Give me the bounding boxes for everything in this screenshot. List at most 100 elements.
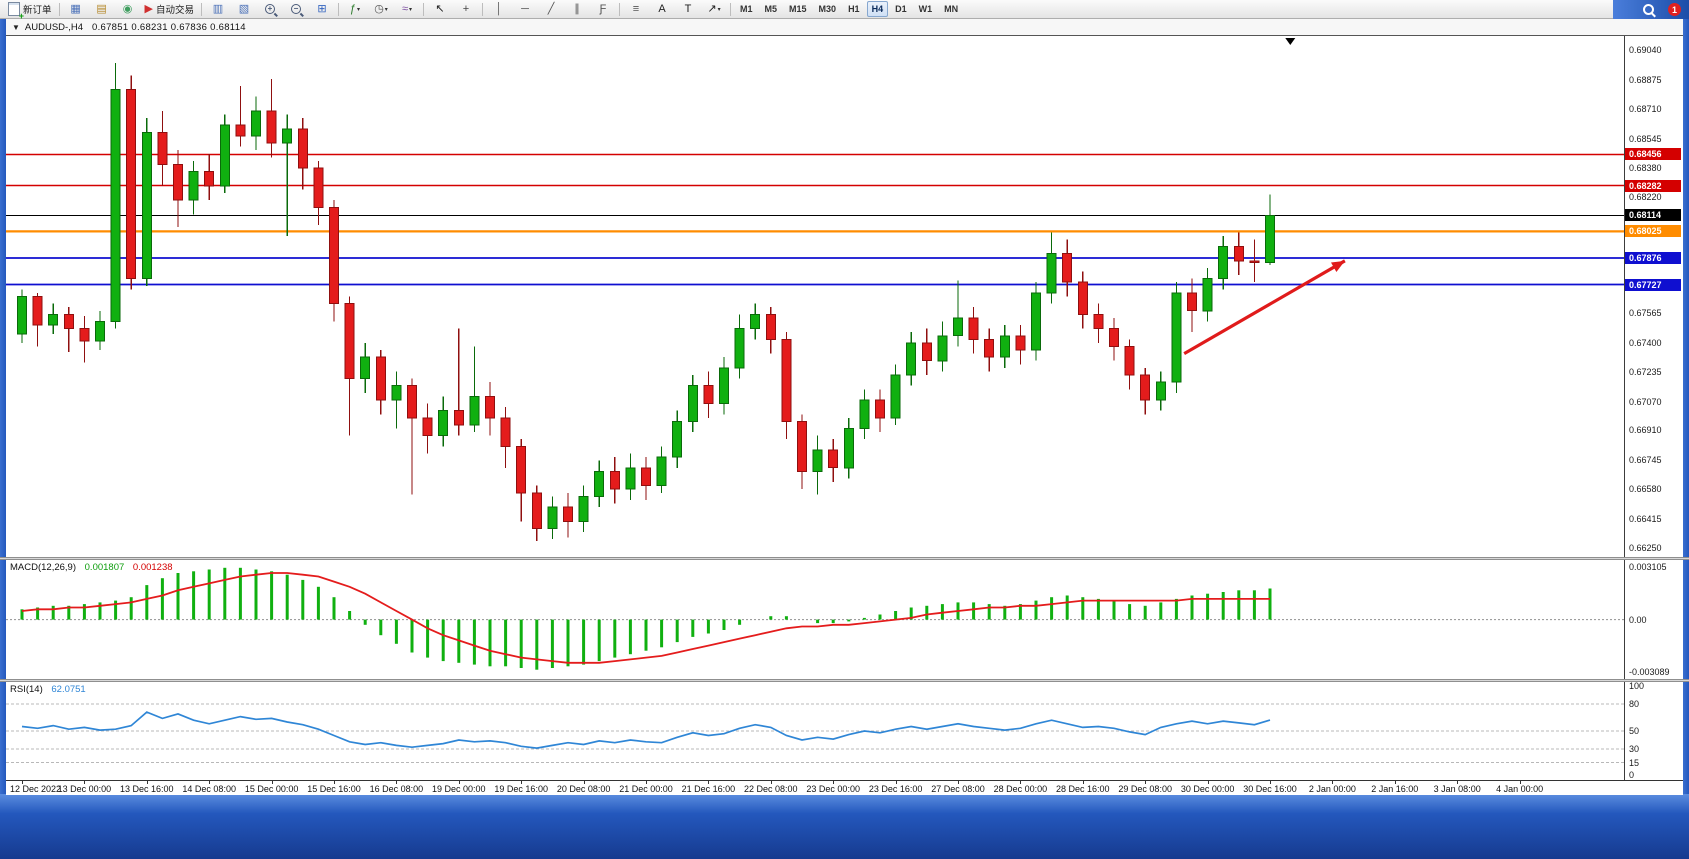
candles: [17, 62, 1275, 541]
rsi-indicator[interactable]: RSI(14) 62.0751: [6, 682, 1625, 780]
price-axis-label: 0.67400: [1629, 338, 1662, 348]
candle-body: [547, 506, 558, 529]
time-axis-label: 21 Dec 16:00: [681, 784, 736, 794]
label-button[interactable]: T: [676, 0, 700, 19]
timeframe-h1-button[interactable]: H1: [848, 4, 860, 14]
price-axis[interactable]: 0.69040 0.68875 0.68710 0.68545 0.68380 0.682…: [1624, 36, 1683, 557]
vertical-line-button[interactable]: │: [487, 0, 511, 19]
macd-signal-value: 0.001238: [132, 562, 173, 573]
timeframe-m30-button[interactable]: M30: [818, 4, 837, 14]
one-click-trading-toggle[interactable]: ▼: [12, 22, 20, 32]
candle-body: [204, 171, 215, 187]
fibonacci-button[interactable]: Ƒ: [591, 0, 615, 19]
market-watch-button[interactable]: ⊞: [310, 0, 334, 19]
candle-body: [1265, 215, 1275, 263]
time-tick: [521, 781, 523, 784]
zoom-out-button[interactable]: −: [284, 0, 308, 19]
add-indicator-button[interactable]: ƒ ▾: [343, 0, 367, 19]
candle-body: [687, 385, 698, 422]
candle-body: [126, 89, 137, 280]
candle-body: [110, 89, 121, 322]
candle-body: [734, 328, 745, 369]
price-axis-label: 0.66580: [1629, 484, 1662, 494]
candle-body: [1249, 260, 1260, 264]
time-axis-label: 13 Dec 00:00: [57, 784, 112, 794]
candlestick-chart[interactable]: [6, 36, 1625, 557]
timeframe-d1-button[interactable]: D1: [895, 4, 907, 14]
toolbar-separator: [338, 2, 339, 16]
main-toolbar: 新订单▦▤◉▶自动交易▥▧+−⊞ƒ▾◷▾≈▾↖+│─╱∥Ƒ≡AT↗▾M1M5M1…: [0, 0, 1689, 21]
time-tick: [1394, 781, 1396, 784]
new-order-button[interactable]: 新订单: [5, 0, 55, 21]
time-axis-label: 23 Dec 00:00: [806, 784, 860, 794]
candle-body: [422, 417, 433, 437]
panel-divider-rsi[interactable]: [0, 679, 1689, 682]
toolbar-separator: [423, 2, 424, 16]
macd-label: MACD(12,26,9) 0.001807 0.001238: [10, 562, 173, 573]
trendline-button[interactable]: ╱: [539, 0, 563, 19]
candle-body: [937, 335, 948, 362]
periods-button[interactable]: ◷ ▾: [369, 0, 393, 19]
candle-body: [765, 313, 776, 340]
candle-body: [656, 456, 667, 487]
trend-arrow-annotation[interactable]: [1183, 259, 1346, 355]
channel-button[interactable]: ∥: [565, 0, 589, 19]
price-badge-0.68282: 0.68282: [1625, 180, 1681, 192]
candle-body: [32, 296, 43, 326]
objects-icon: ≡: [632, 2, 640, 15]
search-icon[interactable]: [1643, 4, 1654, 15]
candle-body: [906, 342, 917, 376]
timeframe-mn-button[interactable]: MN: [944, 4, 959, 14]
timeframe-w1-button[interactable]: W1: [918, 4, 933, 14]
rsi-axis-label: 100: [1629, 682, 1645, 691]
time-tick: [1457, 781, 1459, 784]
candle-body: [1093, 313, 1104, 330]
play-icon: ▶: [144, 2, 153, 15]
cursor-button[interactable]: ↖: [428, 0, 452, 19]
time-axis-label: 2 Jan 00:00: [1308, 784, 1356, 794]
new-chart-button[interactable]: ▦: [64, 0, 88, 19]
time-tick: [770, 781, 772, 784]
candle-body: [859, 399, 870, 429]
candle-body: [703, 385, 714, 405]
objects-button[interactable]: ≡: [624, 0, 648, 19]
zoom-in-button[interactable]: +: [258, 0, 282, 19]
text-button[interactable]: A: [650, 0, 674, 19]
timeframe-m5-button[interactable]: M5: [764, 4, 778, 14]
autotrading-button[interactable]: ▶ 自动交易: [142, 0, 197, 19]
timeframe-m15-button[interactable]: M15: [789, 4, 807, 14]
macd-indicator[interactable]: MACD(12,26,9) 0.001807 0.001238: [6, 560, 1625, 679]
candle-body: [828, 449, 839, 469]
metaeditor-button[interactable]: ◉: [116, 0, 140, 19]
candle-body: [1218, 246, 1229, 280]
tile-windows-button[interactable]: ▥: [206, 0, 230, 19]
candle-body: [375, 356, 386, 401]
macd-signal-line: [21, 572, 1270, 664]
horizontal-line-button[interactable]: ─: [513, 0, 537, 19]
profiles-button[interactable]: ▤: [90, 0, 114, 19]
toolbar-separator: [58, 2, 60, 16]
time-axis-label: 27 Dec 08:00: [931, 784, 985, 794]
candle-body: [63, 313, 74, 330]
candle-body: [1171, 292, 1182, 383]
timeframe-m1-button[interactable]: M1: [740, 4, 753, 14]
trendline-icon: ╱: [547, 2, 555, 15]
cascade-windows-button[interactable]: ▧: [232, 0, 256, 19]
function-icon: ƒ: [349, 2, 357, 15]
timeframe-h4-button[interactable]: H4: [866, 1, 889, 17]
panel-divider-macd[interactable]: [0, 557, 1689, 560]
chevron-down-icon: ▾: [409, 6, 413, 13]
chevron-down-icon: ▾: [717, 6, 721, 13]
time-tick: [1082, 781, 1084, 784]
window-bottom-bar: [0, 794, 1689, 859]
candle-body: [1015, 335, 1026, 351]
macd-value: 0.001807: [84, 562, 125, 573]
notification-badge[interactable]: 1: [1668, 3, 1681, 16]
arrows-button[interactable]: ↗ ▾: [702, 0, 726, 19]
zoom-in-icon: +: [265, 4, 275, 14]
templates-button[interactable]: ≈ ▾: [395, 0, 419, 19]
time-axis[interactable]: 12 Dec 2022 13 Dec 00:00 13 Dec 16:00 14 De…: [6, 780, 1683, 795]
time-tick: [1519, 781, 1521, 784]
chart-shift-marker[interactable]: [1285, 38, 1296, 45]
crosshair-button[interactable]: +: [454, 0, 478, 19]
